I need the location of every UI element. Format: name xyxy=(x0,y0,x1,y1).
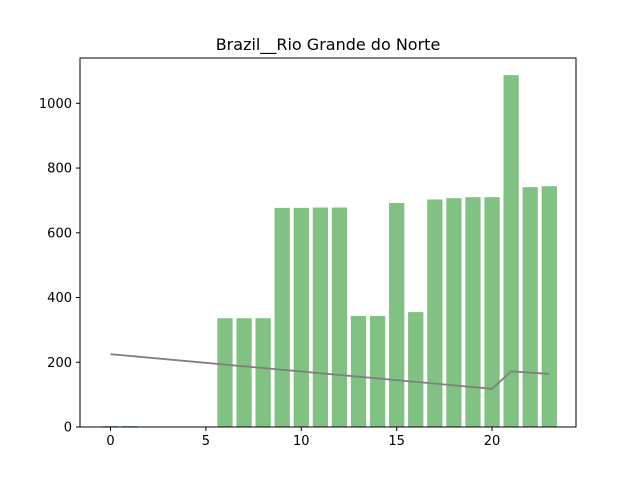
y-tick-label: 200 xyxy=(47,356,72,371)
x-tick-label: 15 xyxy=(388,434,405,449)
bar-19 xyxy=(465,197,481,427)
bar-20 xyxy=(484,197,500,427)
x-axis: 0 5 10 15 20 xyxy=(106,427,500,449)
bar-23 xyxy=(541,186,557,427)
y-tick-label: 0 xyxy=(64,421,72,436)
x-tick-label: 0 xyxy=(106,434,114,449)
y-tick-label: 400 xyxy=(47,291,72,306)
bar-12 xyxy=(331,207,348,427)
bar-16 xyxy=(408,312,424,427)
y-axis: 0 200 400 600 800 1000 xyxy=(39,97,80,436)
chart-title: Brazil__Rio Grande do Norte xyxy=(216,35,441,55)
line-series xyxy=(110,353,550,390)
x-tick-label: 20 xyxy=(484,434,501,449)
plot-frame xyxy=(79,57,577,428)
y-tick-label: 600 xyxy=(47,226,72,241)
y-tick-label: 800 xyxy=(47,162,72,177)
bar-21 xyxy=(503,75,519,427)
bar-6 xyxy=(217,318,233,427)
trend-line xyxy=(110,353,550,390)
bar-7 xyxy=(236,318,252,427)
bar-18 xyxy=(446,198,462,427)
bar-9 xyxy=(274,207,290,427)
y-tick-label: 1000 xyxy=(39,97,72,112)
x-tick-label: 5 xyxy=(202,434,210,449)
bar-15 xyxy=(389,203,405,427)
bar-8 xyxy=(255,318,271,427)
bar-14 xyxy=(369,315,386,427)
x-tick-label: 10 xyxy=(293,434,310,449)
bar-17 xyxy=(427,199,443,427)
bar-11 xyxy=(312,207,328,427)
bar-series xyxy=(102,75,557,427)
bar-10 xyxy=(293,207,309,427)
bar-13 xyxy=(350,315,367,427)
bar-22 xyxy=(522,187,538,427)
